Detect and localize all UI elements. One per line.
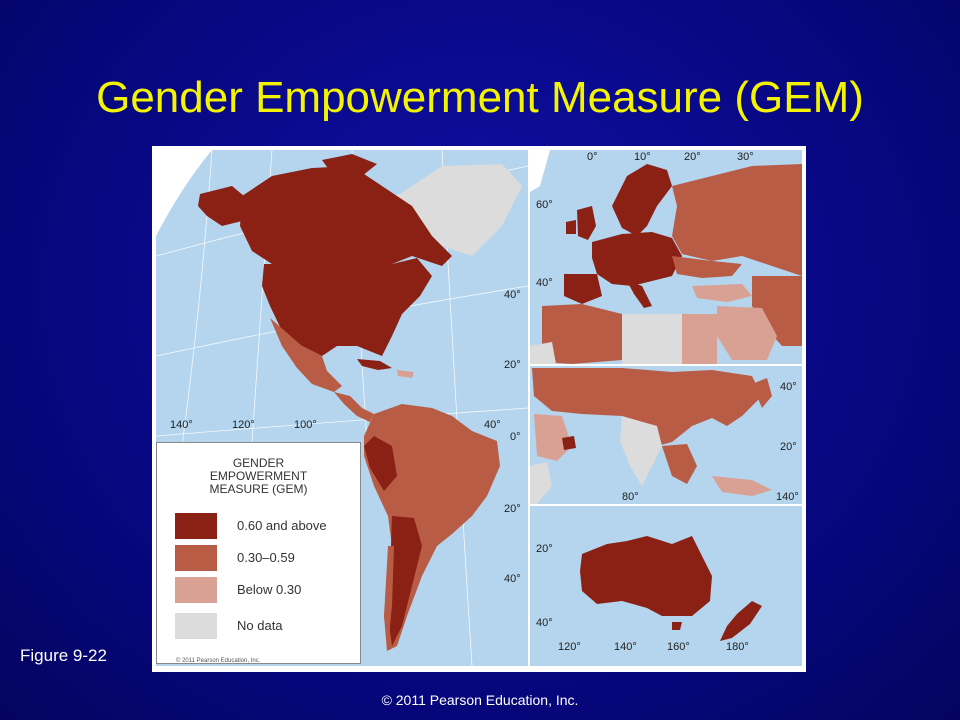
chile: [384, 546, 394, 646]
tasmania: [672, 622, 682, 630]
legend-label: Below 0.30: [237, 582, 302, 597]
greenland: [382, 164, 522, 256]
map-graphic: 140° 120° 100° 40° 40° 20° 0° 20° 40°: [155, 149, 802, 667]
peru-ecuador: [364, 436, 397, 491]
europe-lon-label: 20°: [684, 151, 701, 163]
australia: [580, 536, 712, 616]
turkey: [692, 284, 752, 302]
americas-lon-label: 120°: [232, 419, 255, 431]
united-states: [262, 258, 432, 356]
legend-item-low: Below 0.30: [175, 577, 355, 603]
panel-dividers: [528, 150, 802, 666]
central-america: [334, 392, 374, 422]
europe-lon-label: 10°: [634, 151, 651, 163]
western-europe: [592, 232, 682, 286]
americas-lat-label: 40°: [504, 573, 521, 585]
alaska: [198, 186, 244, 226]
europe-lon-label: 30°: [737, 151, 754, 163]
slide-title: Gender Empowerment Measure (GEM): [96, 73, 864, 122]
ukraine-region: [672, 256, 742, 278]
europe-outside-globe: [530, 150, 550, 192]
arctic-islands: [322, 154, 377, 176]
slide-footer: © 2011 Pearson Education, Inc.: [381, 692, 579, 708]
canada: [240, 166, 452, 266]
russia: [672, 164, 802, 276]
oceania-lat-label: 40°: [536, 617, 553, 629]
scandinavia: [612, 164, 672, 236]
new-zealand: [720, 601, 762, 641]
southeast-asia: [662, 444, 697, 484]
europe-lon-label: 0°: [587, 151, 598, 163]
hispaniola: [397, 370, 414, 378]
legend-item-high: 0.60 and above: [175, 513, 355, 539]
oceania-lon-label: 120°: [558, 641, 581, 653]
americas-lat-label: 40°: [504, 289, 521, 301]
iberia: [564, 274, 602, 304]
iran-region: [752, 276, 802, 346]
americas-lon-label: 140°: [170, 419, 193, 431]
asia-lon-label: 140°: [776, 491, 799, 503]
argentina: [388, 516, 422, 646]
japan: [752, 378, 772, 408]
americas-lon-label: 40°: [484, 419, 501, 431]
oceania-panel: 20° 40° 120° 140° 160° 180°: [530, 506, 802, 666]
cuba: [357, 359, 392, 370]
map-legend: GENDER EMPOWERMENT MEASURE (GEM) 0.60 an…: [156, 442, 361, 664]
india: [620, 416, 662, 486]
americas-lon-label: 100°: [294, 419, 317, 431]
legend-swatch-nodata: [175, 613, 217, 639]
legend-swatch-medium: [175, 545, 217, 571]
legend-label: 0.60 and above: [237, 518, 327, 533]
legend-label: 0.30–0.59: [237, 550, 295, 565]
legend-swatch-high: [175, 513, 217, 539]
mexico: [270, 318, 342, 392]
legend-title: GENDER EMPOWERMENT MEASURE (GEM): [209, 456, 308, 496]
oceania-lon-label: 140°: [614, 641, 637, 653]
saudi-arabia: [717, 306, 777, 360]
europe-panel: 0° 10° 20° 30° 60° 40°: [530, 150, 802, 364]
oceania-lon-label: 160°: [667, 641, 690, 653]
legend-label: No data: [237, 618, 283, 633]
americas-outside-globe: [156, 150, 212, 236]
europe-lat-label: 60°: [536, 199, 553, 211]
legend-item-nodata: No data: [175, 613, 355, 639]
united-kingdom: [577, 206, 596, 240]
ireland: [566, 220, 576, 234]
arabian-peninsula: [534, 414, 572, 461]
asia-panel: 40° 20° 80° 140°: [530, 366, 802, 504]
libya: [622, 314, 682, 364]
indonesia: [712, 476, 772, 496]
oman: [562, 436, 576, 450]
egypt: [682, 314, 717, 364]
americas-lat-label: 20°: [504, 503, 521, 515]
map-copyright: © 2011 Pearson Education, Inc.: [176, 658, 261, 664]
oceania-lat-label: 20°: [536, 543, 553, 555]
asia-lon-label: 80°: [622, 491, 639, 503]
china-central-asia: [532, 368, 762, 446]
east-africa: [530, 462, 552, 504]
northwest-africa: [542, 304, 622, 364]
europe-lat-label: 40°: [536, 277, 553, 289]
asia-lat-label: 40°: [780, 381, 797, 393]
legend-item-medium: 0.30–0.59: [175, 545, 355, 571]
gem-world-map: 140° 120° 100° 40° 40° 20° 0° 20° 40°: [152, 146, 806, 672]
figure-label: Figure 9-22: [20, 646, 107, 665]
oceania-lon-label: 180°: [726, 641, 749, 653]
americas-lat-label: 20°: [504, 359, 521, 371]
west-africa-edge: [530, 342, 556, 364]
italy: [627, 281, 652, 308]
asia-lat-label: 20°: [780, 441, 797, 453]
americas-lat-label: 0°: [510, 431, 521, 443]
legend-swatch-low: [175, 577, 217, 603]
americas-panel: 140° 120° 100° 40° 40° 20° 0° 20° 40°: [155, 149, 529, 667]
